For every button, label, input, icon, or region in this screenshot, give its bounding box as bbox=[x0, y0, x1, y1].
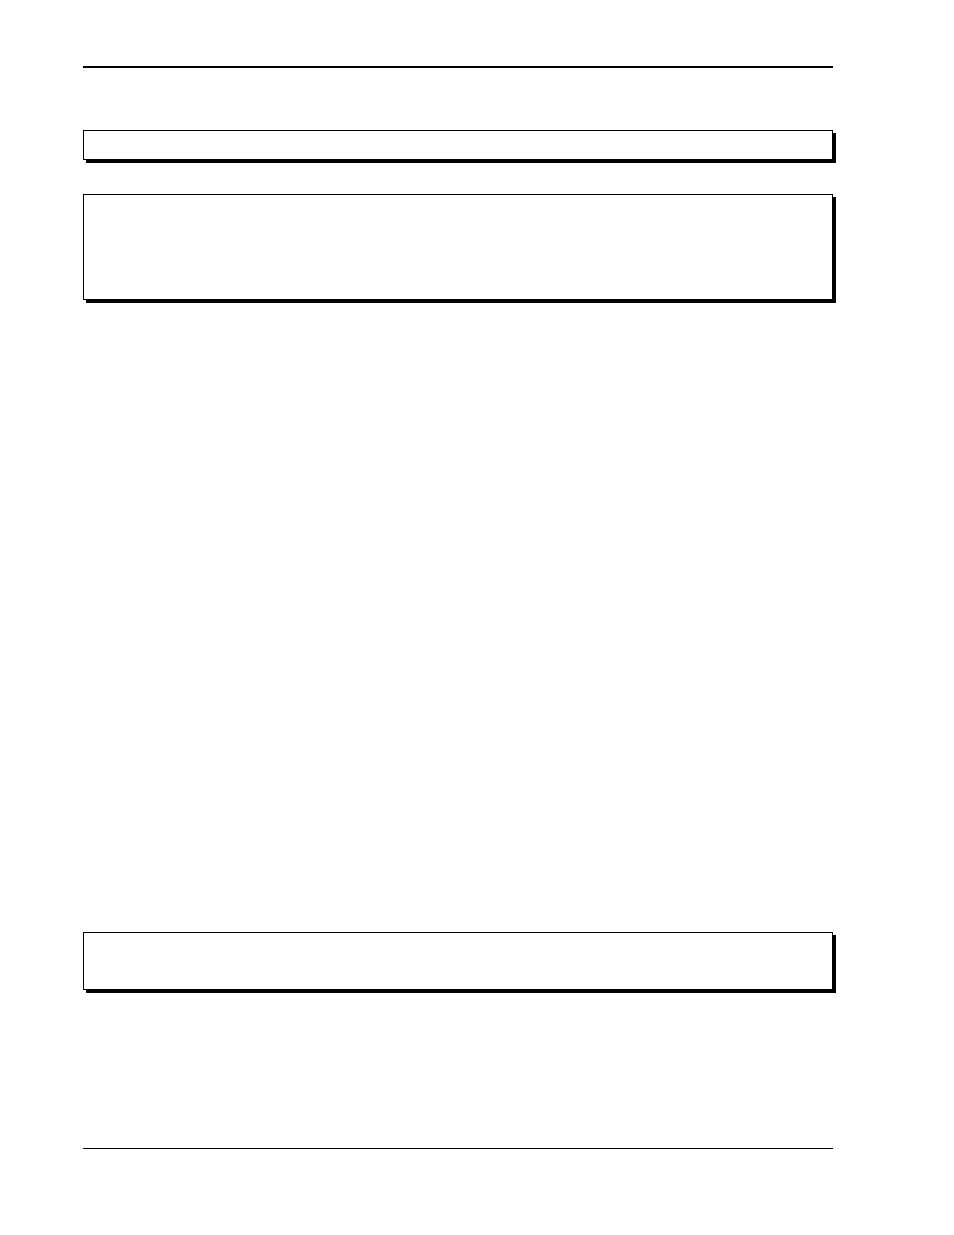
box-1 bbox=[83, 130, 833, 160]
document-page bbox=[0, 0, 954, 1235]
box-3-front bbox=[83, 932, 833, 990]
box-2 bbox=[83, 194, 833, 300]
box-1-front bbox=[83, 130, 833, 160]
box-3 bbox=[83, 932, 833, 990]
bottom-horizontal-rule bbox=[83, 1148, 833, 1149]
box-2-front bbox=[83, 194, 833, 300]
top-horizontal-rule bbox=[83, 66, 833, 68]
